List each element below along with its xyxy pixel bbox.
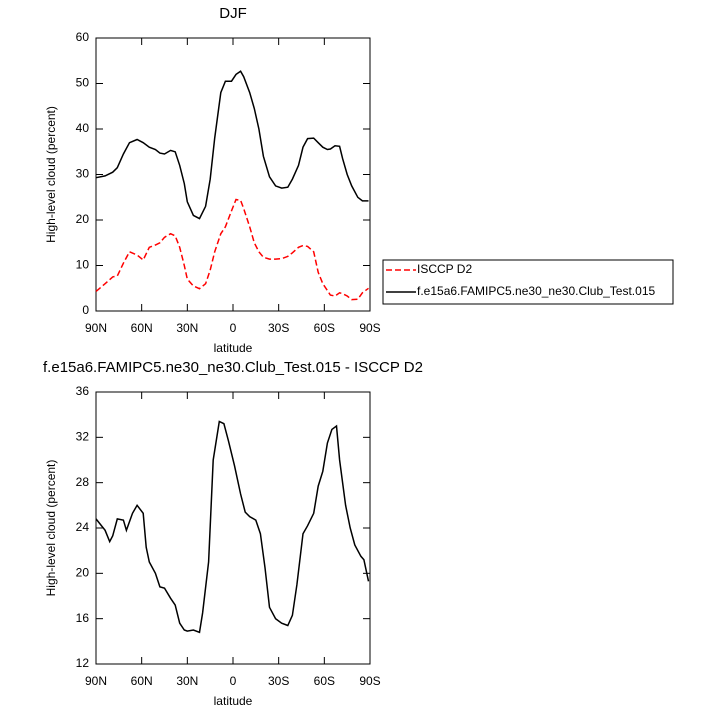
x-axis-label: latitude xyxy=(214,694,253,708)
y-tick-label: 28 xyxy=(76,475,90,489)
x-tick-label: 60N xyxy=(131,321,153,335)
chart-title: f.e15a6.FAMIPC5.ne30_ne30.Club_Test.015 … xyxy=(43,359,423,376)
panel: DJF latitude High-level cloud (percent) 0 10… xyxy=(44,5,674,355)
y-tick-label: 30 xyxy=(76,167,90,181)
y-tick-label: 20 xyxy=(76,566,90,580)
y-tick-label: 60 xyxy=(76,30,90,44)
y-tick-label: 24 xyxy=(76,520,90,534)
x-tick-label: 90N xyxy=(85,321,107,335)
x-tick-label: 0 xyxy=(230,674,237,688)
y-tick-label: 12 xyxy=(76,656,90,670)
legend-label: f.e15a6.FAMIPC5.ne30_ne30.Club_Test.015 xyxy=(417,284,655,298)
x-tick-label: 30S xyxy=(268,321,289,335)
x-tick-label: 90N xyxy=(85,674,107,688)
x-tick-label: 30S xyxy=(268,674,289,688)
x-tick-label: 0 xyxy=(230,321,237,335)
y-tick-label: 50 xyxy=(76,76,90,90)
y-tick-label: 32 xyxy=(76,430,90,444)
x-tick-label: 30N xyxy=(176,321,198,335)
x-tick-label: 60S xyxy=(314,674,335,688)
legend-box xyxy=(382,259,674,305)
panel: f.e15a6.FAMIPC5.ne30_ne30.Club_Test.015 … xyxy=(43,359,423,708)
x-tick-label: 60S xyxy=(314,321,335,335)
plot-frame xyxy=(95,37,371,312)
y-tick-label: 40 xyxy=(76,121,90,135)
y-tick-label: 10 xyxy=(76,258,90,272)
data-line xyxy=(95,198,369,301)
x-tick-label: 60N xyxy=(131,674,153,688)
y-tick-label: 36 xyxy=(76,384,90,398)
y-axis-label: High-level cloud (percent) xyxy=(44,460,58,597)
y-tick-label: 16 xyxy=(76,611,90,625)
legend-label: ISCCP D2 xyxy=(417,262,472,276)
y-tick-label: 20 xyxy=(76,212,90,226)
plot-frame xyxy=(95,391,371,665)
data-line xyxy=(95,420,370,634)
x-tick-label: 30N xyxy=(176,674,198,688)
y-axis-label: High-level cloud (percent) xyxy=(44,106,58,243)
x-tick-label: 90S xyxy=(359,674,380,688)
chart-title: DJF xyxy=(219,5,247,22)
x-tick-label: 90S xyxy=(359,321,380,335)
y-tick-label: 0 xyxy=(82,303,89,317)
x-axis-label: latitude xyxy=(214,341,253,355)
data-line xyxy=(95,70,369,220)
